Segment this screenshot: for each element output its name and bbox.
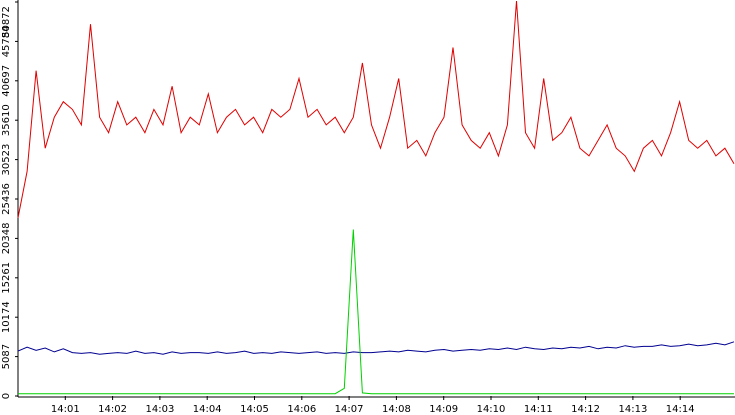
x-tick-label: 14:04	[193, 404, 222, 415]
y-tick-label: 35610	[1, 104, 12, 136]
x-tick-label: 14:14	[666, 404, 695, 415]
x-tick-label: 14:12	[571, 404, 600, 415]
y-tick-label: 50872	[1, 6, 12, 38]
x-tick-label: 14:13	[618, 404, 647, 415]
y-tick-label: 10174	[1, 301, 12, 333]
x-tick-label: 14:08	[382, 404, 411, 415]
x-tick-label: 14:01	[51, 404, 80, 415]
y-tick-label: 30523	[1, 144, 12, 176]
series-line	[18, 229, 734, 395]
x-tick-label: 14:02	[98, 404, 127, 415]
x-tick-label: 14:03	[145, 404, 174, 415]
y-tick-label: 5087	[1, 344, 12, 369]
y-tick-label: 20348	[1, 222, 12, 254]
x-tick-label: 14:06	[287, 404, 316, 415]
x-tick-label: 14:09	[429, 404, 458, 415]
y-tick-label: 40697	[1, 65, 12, 97]
x-tick-label: 14:07	[335, 404, 364, 415]
series-line	[17, 0, 735, 218]
x-tick-label: 14:10	[477, 404, 506, 415]
x-tick-label: 14:05	[240, 404, 269, 415]
y-tick-label: 25436	[1, 183, 12, 215]
x-tick-label: 14:11	[524, 404, 553, 415]
y-tick-label: 0	[1, 393, 12, 399]
series-line	[17, 341, 735, 355]
y-tick-label: 15261	[1, 262, 12, 294]
y-tick-label: 45784	[1, 25, 12, 57]
